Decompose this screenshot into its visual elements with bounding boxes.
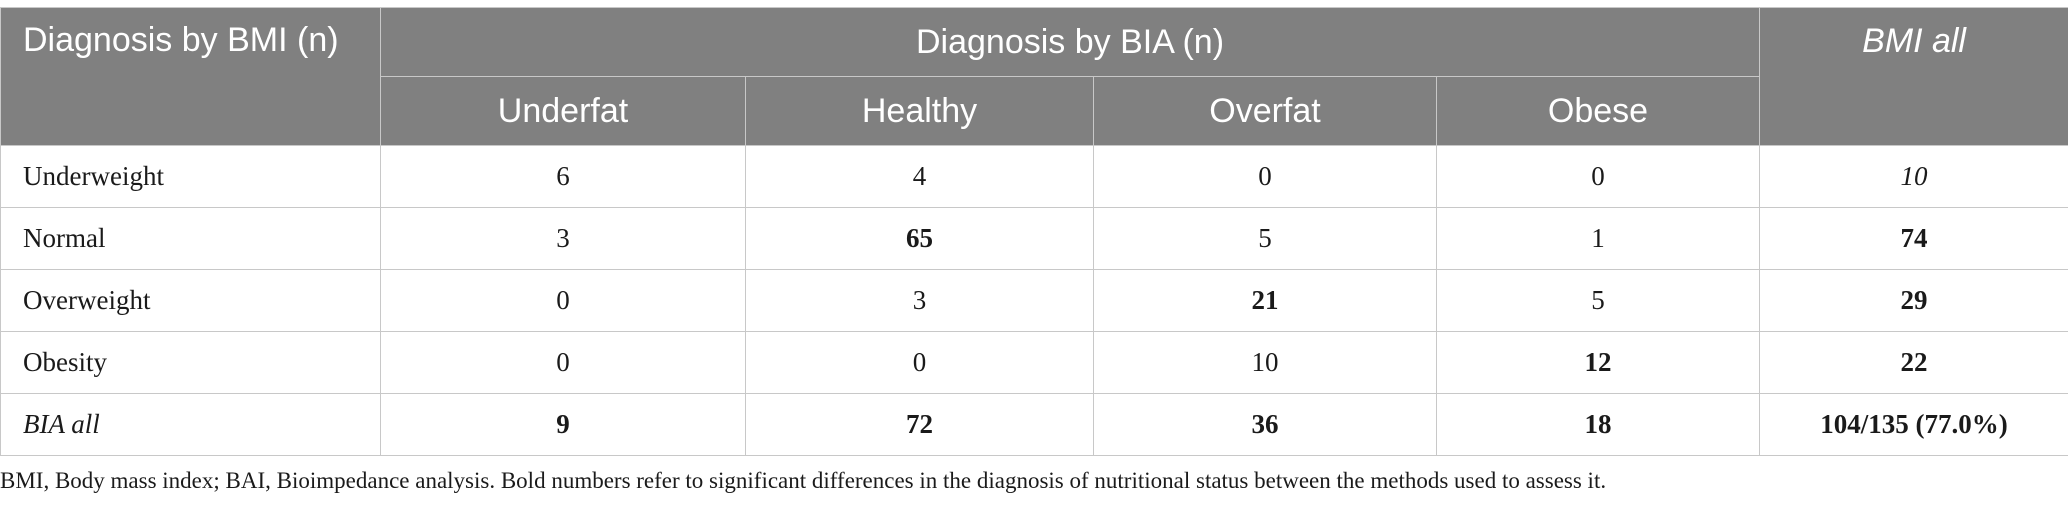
table-footnote: BMI, Body mass index; BAI, Bioimpedance … — [0, 468, 1607, 493]
table-cell: 3 — [745, 269, 1094, 332]
row-total: 29 — [1759, 269, 2068, 332]
row-label: Overweight — [0, 269, 381, 332]
table-cell: 65 — [745, 207, 1094, 270]
table-row: Overweight 0 3 21 5 29 — [0, 269, 2068, 332]
table-cell: 5 — [1093, 207, 1437, 270]
table-cell: 12 — [1435, 331, 1761, 394]
table-cell: 0 — [380, 331, 746, 394]
subheader-healthy: Healthy — [745, 76, 1094, 146]
row-header: Diagnosis by BMI (n) — [0, 7, 381, 146]
table-row: Obesity 0 0 10 12 22 — [0, 331, 2068, 394]
table-cell: 5 — [1435, 269, 1761, 332]
table-cell: 0 — [380, 269, 746, 332]
table-cell: 4 — [745, 145, 1094, 208]
table-cell: 9 — [380, 393, 746, 456]
subheader-overfat: Overfat — [1093, 76, 1437, 146]
row-total: 22 — [1759, 331, 2068, 394]
table-cell: 6 — [380, 145, 746, 208]
row-label: Underweight — [0, 145, 381, 208]
table-cell: 0 — [1435, 145, 1761, 208]
row-label: Normal — [0, 207, 381, 270]
totals-row: BIA all 9 72 36 18 104/135 (77.0%) — [0, 393, 2068, 456]
subheader-obese: Obese — [1435, 76, 1761, 146]
table-cell: 72 — [745, 393, 1094, 456]
table-cell: 3 — [380, 207, 746, 270]
row-label: BIA all — [0, 393, 381, 456]
table-cell: 0 — [745, 331, 1094, 394]
table-row: Underweight 6 4 0 0 10 — [0, 145, 2068, 208]
subheader-underfat: Underfat — [380, 76, 746, 146]
table-cell: 1 — [1435, 207, 1761, 270]
table-row: Normal 3 65 5 1 74 — [0, 207, 2068, 270]
row-total: 10 — [1759, 145, 2068, 208]
table-cell: 21 — [1093, 269, 1437, 332]
grand-total: 104/135 (77.0%) — [1759, 393, 2068, 456]
group-header: Diagnosis by BIA (n) — [379, 7, 1761, 77]
table-cell: 10 — [1093, 331, 1437, 394]
table-container: Diagnosis by BMI (n) Diagnosis by BIA (n… — [0, 7, 2068, 456]
row-total: 74 — [1759, 207, 2068, 270]
total-header: BMI all — [1759, 7, 2068, 146]
table-cell: 0 — [1093, 145, 1437, 208]
diagnosis-table: Diagnosis by BMI (n) Diagnosis by BIA (n… — [0, 7, 2068, 456]
table-cell: 18 — [1435, 393, 1761, 456]
row-label: Obesity — [0, 331, 381, 394]
table-cell: 36 — [1093, 393, 1437, 456]
